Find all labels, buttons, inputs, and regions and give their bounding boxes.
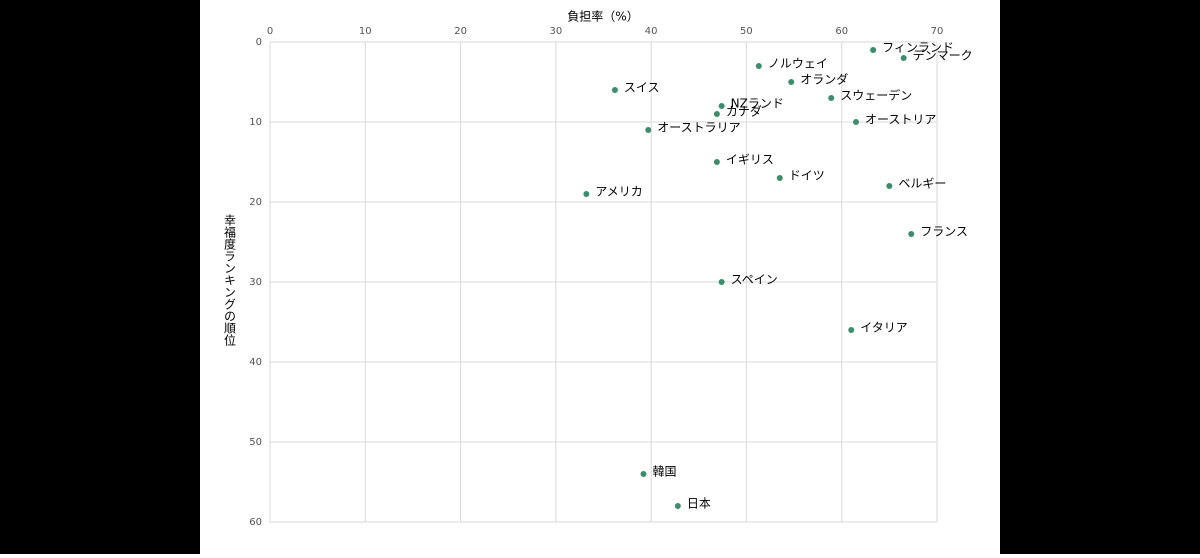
point	[583, 191, 590, 197]
point	[755, 63, 762, 69]
point	[853, 119, 860, 125]
y-tick-label: 20	[249, 197, 262, 208]
point	[718, 103, 725, 109]
side-bar	[0, 0, 200, 554]
point-label: NZランド	[731, 97, 784, 111]
point-label: 韓国	[653, 465, 677, 479]
point	[713, 159, 720, 165]
point	[886, 183, 893, 189]
point-label: フランス	[920, 225, 968, 239]
point	[788, 79, 795, 85]
point-label: ノルウェイ	[768, 57, 828, 71]
x-tick-label: 0	[267, 26, 273, 37]
point-label: ベルギー	[898, 177, 946, 191]
point-label: オーストラリア	[657, 121, 740, 135]
point-label: ドイツ	[789, 169, 825, 183]
point-label: フィンランド	[882, 41, 954, 55]
point	[674, 503, 681, 509]
point	[645, 127, 652, 133]
point-label: イギリス	[726, 153, 774, 167]
x-tick-label: 70	[931, 26, 944, 37]
point	[848, 327, 855, 333]
point-label: オランダ	[800, 72, 848, 87]
point-label: アメリカ	[595, 185, 642, 199]
side-bar	[1000, 0, 1200, 554]
point	[713, 111, 720, 117]
background	[200, 0, 1000, 554]
x-tick-label: 60	[835, 26, 848, 37]
point	[776, 175, 783, 181]
point	[828, 95, 835, 101]
point-label: 日本	[687, 497, 711, 511]
point	[611, 87, 618, 93]
x-tick-label: 30	[549, 26, 562, 37]
point-label: イタリア	[860, 321, 908, 335]
y-axis-label: 幸福度ランキングの順位	[223, 214, 237, 346]
x-axis-label: 負担率（%）	[567, 9, 638, 24]
x-tick-label: 40	[645, 26, 658, 37]
point-label: オーストリア	[865, 113, 936, 127]
y-tick-label: 50	[249, 437, 262, 448]
x-tick-label: 20	[454, 26, 467, 37]
point	[718, 279, 725, 285]
y-tick-label: 10	[249, 117, 262, 128]
y-tick-label: 30	[249, 277, 262, 288]
point	[870, 47, 877, 53]
y-tick-label: 0	[256, 37, 262, 48]
x-tick-label: 10	[359, 26, 372, 37]
point-label: スペイン	[731, 273, 778, 287]
point-label: カナダ	[726, 104, 762, 119]
point	[640, 471, 647, 477]
x-tick-label: 50	[740, 26, 753, 37]
point-label: デンマーク	[913, 48, 973, 63]
y-tick-label: 60	[249, 517, 262, 528]
point-label: スイス	[624, 81, 660, 95]
point-label: スウェーデン	[840, 88, 912, 103]
point	[900, 55, 907, 61]
point	[908, 231, 915, 237]
y-tick-label: 40	[249, 357, 262, 368]
